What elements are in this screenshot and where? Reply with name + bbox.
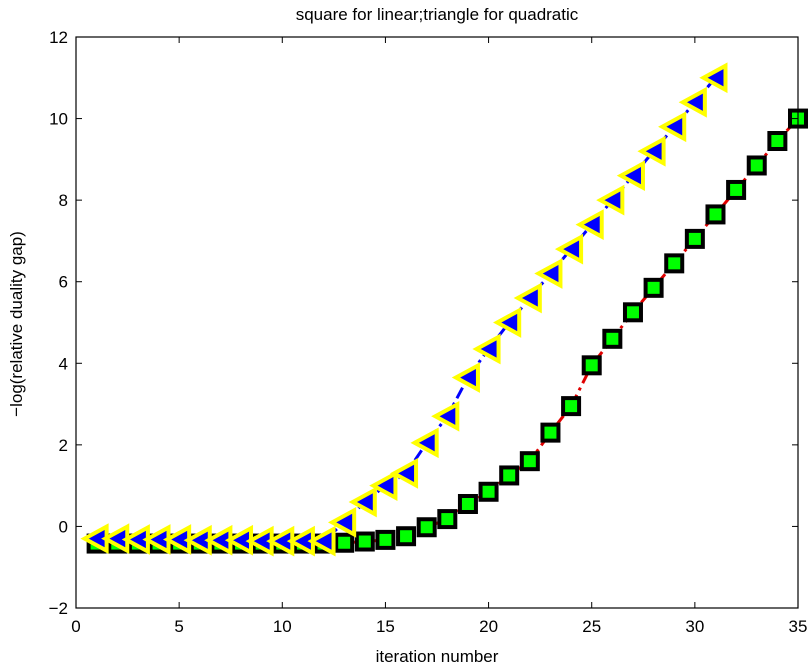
square-point [561, 396, 582, 417]
y-tick-label: 6 [59, 273, 68, 292]
square-point [767, 131, 788, 152]
square-point [457, 493, 478, 514]
triangle-point [472, 333, 501, 365]
triangle-point [616, 160, 645, 192]
y-tick-label: 8 [59, 191, 68, 210]
x-tick-label: 20 [479, 617, 498, 636]
triangle-point [451, 362, 480, 393]
x-tick-label: 25 [582, 617, 601, 636]
chart-title: square for linear;triangle for quadratic [296, 5, 579, 24]
y-tick-label: 4 [59, 354, 68, 373]
triangle-point [389, 458, 419, 489]
square-point [416, 517, 437, 538]
series-triangle-left [80, 62, 728, 557]
square-point [499, 465, 520, 486]
square-point [396, 526, 417, 547]
square-point [726, 179, 747, 200]
triangle-point [575, 209, 604, 240]
square-point [519, 451, 540, 472]
y-tick-label: 2 [59, 436, 68, 455]
x-axis-label: iteration number [376, 647, 499, 664]
square-point [375, 529, 396, 550]
plot-frame [75, 36, 799, 609]
y-tick-label: −2 [49, 599, 68, 618]
square-point [705, 204, 726, 225]
square-point [437, 509, 458, 530]
triangle-point [369, 470, 398, 502]
square-point [354, 531, 375, 552]
square-point [602, 328, 623, 349]
square-point [478, 481, 499, 502]
x-tick-label: 5 [174, 617, 183, 636]
triangle-point [554, 233, 584, 265]
triangle-point [534, 258, 563, 289]
y-tick-label: 12 [49, 28, 68, 47]
triangle-point [410, 427, 439, 459]
x-tick-label: 0 [71, 617, 80, 636]
triangle-point [678, 86, 707, 118]
triangle-point [513, 282, 542, 314]
triangle-point [637, 135, 666, 167]
square-point [540, 422, 561, 443]
triangle-point [596, 184, 625, 216]
triangle-point [658, 111, 687, 143]
square-point [581, 355, 602, 376]
square-point [643, 277, 664, 298]
x-tick-label: 35 [789, 617, 808, 636]
y-tick-label: 10 [49, 110, 68, 129]
triangle-point [327, 506, 357, 538]
square-point [684, 228, 705, 249]
triangle-point [307, 525, 336, 557]
series-line-square [96, 117, 800, 546]
y-axis-label: −log(relative duality gap) [7, 231, 26, 417]
triangle-point [431, 400, 460, 432]
square-point [664, 253, 685, 274]
triangle-point [348, 486, 377, 518]
x-tick-label: 30 [685, 617, 704, 636]
series-square [86, 108, 808, 554]
triangle-point [493, 307, 522, 338]
square-point [746, 155, 767, 176]
x-tick-label: 15 [376, 617, 395, 636]
square-point [622, 302, 643, 323]
square-point [334, 532, 355, 553]
series-layer [80, 62, 808, 557]
y-tick-label: 0 [59, 517, 68, 536]
triangle-point [699, 62, 728, 94]
x-tick-label: 10 [273, 617, 292, 636]
